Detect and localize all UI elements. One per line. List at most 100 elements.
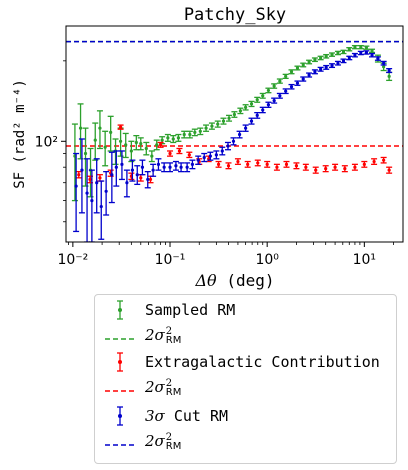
data-point (148, 177, 153, 182)
data-point (330, 53, 334, 57)
legend-label-sub: RM (165, 334, 182, 346)
data-point (255, 98, 259, 102)
data-point (272, 84, 276, 88)
legend-label-sub: RM (165, 386, 182, 398)
data-point (98, 126, 102, 130)
legend-label-sup: 2 (165, 431, 173, 443)
series-group (66, 40, 403, 242)
data-point (370, 49, 374, 53)
data-point (304, 165, 308, 169)
legend-label-prefix: 2 (145, 432, 155, 450)
data-point (387, 68, 391, 73)
data-point (324, 65, 328, 70)
data-point (139, 176, 143, 180)
data-point (294, 164, 299, 168)
data-point (160, 138, 164, 142)
data-point (275, 165, 279, 169)
data-point (347, 56, 351, 60)
series-2 (75, 124, 393, 184)
data-point (120, 162, 124, 166)
x-tick-label: 10⁻¹ (155, 252, 186, 268)
data-point (135, 173, 139, 177)
data-point (166, 136, 170, 140)
data-point (382, 65, 386, 69)
data-point (103, 145, 107, 149)
data-point (249, 119, 254, 123)
data-point (359, 45, 363, 49)
legend-errorbar-swatch (117, 406, 123, 426)
data-point (110, 173, 114, 177)
data-point (130, 168, 134, 172)
legend-label-sigma: σ (154, 326, 165, 344)
data-point (319, 67, 323, 71)
data-point (202, 155, 206, 160)
data-point (289, 85, 294, 89)
data-point (198, 129, 202, 133)
data-point (210, 124, 214, 128)
data-point (155, 143, 159, 147)
data-point (232, 112, 237, 117)
data-point (341, 50, 346, 54)
legend-label-sigma: σ (154, 378, 165, 396)
data-point (362, 162, 366, 166)
legend-label: 2σ 2 RM (145, 326, 181, 345)
structure-function-chart: Patchy_Sky 10⁻² 10⁻¹ 10⁰ 10¹ 10² Δθ (deg) SF… (12, 5, 404, 290)
legend-label: 2σ 2 RM (145, 378, 181, 397)
legend-item: 2σ 2 RM (95, 326, 396, 352)
legend-label-text: Sampled RM (145, 301, 236, 319)
data-point (104, 189, 108, 193)
data-point (134, 140, 138, 145)
data-point (314, 168, 318, 172)
x-axis-label: Δθ (deg) (195, 271, 275, 290)
data-point (174, 164, 178, 168)
data-point (307, 73, 311, 77)
data-point (162, 165, 166, 169)
data-point (343, 167, 347, 171)
data-point (261, 108, 265, 112)
data-point (159, 143, 163, 147)
data-point (370, 53, 374, 57)
legend-dashed-swatch (105, 390, 135, 392)
legend-item: Sampled RM (95, 298, 396, 324)
x-tick-label: 10⁻² (57, 252, 88, 268)
data-point (129, 149, 133, 153)
x-tick-label: 10¹ (353, 252, 376, 268)
legend-label-prefix: 2 (145, 326, 155, 344)
data-point (216, 162, 221, 166)
data-point (336, 61, 340, 65)
plot-frame (65, 25, 404, 243)
data-point (382, 61, 386, 65)
legend-errorbar-swatch (117, 352, 123, 372)
data-point (196, 158, 200, 162)
data-point (168, 165, 172, 169)
data-point (376, 56, 380, 61)
legend-dashed-swatch (105, 444, 135, 446)
data-point (176, 136, 181, 140)
data-point (90, 198, 94, 203)
data-point (85, 191, 89, 195)
data-point (295, 66, 300, 70)
data-point (182, 132, 186, 137)
data-point (353, 53, 357, 57)
data-point (77, 173, 81, 177)
data-point (284, 74, 288, 78)
data-point (190, 162, 195, 166)
data-point (227, 116, 231, 120)
data-point (372, 159, 376, 164)
data-point (272, 98, 276, 103)
data-point (249, 102, 254, 106)
data-point (226, 164, 231, 168)
legend-errorbar-swatch (117, 300, 123, 320)
legend-label: 3σ Cut RM (145, 407, 228, 425)
data-point (139, 142, 143, 146)
legend-label: Extragalactic Contribution (145, 353, 380, 371)
data-point (140, 165, 145, 169)
data-point (301, 77, 305, 81)
data-point (177, 149, 182, 153)
data-point (324, 167, 328, 171)
data-point (266, 88, 271, 93)
series-4 (73, 50, 393, 242)
data-point (236, 159, 240, 164)
data-point (188, 132, 192, 137)
data-point (278, 94, 282, 98)
